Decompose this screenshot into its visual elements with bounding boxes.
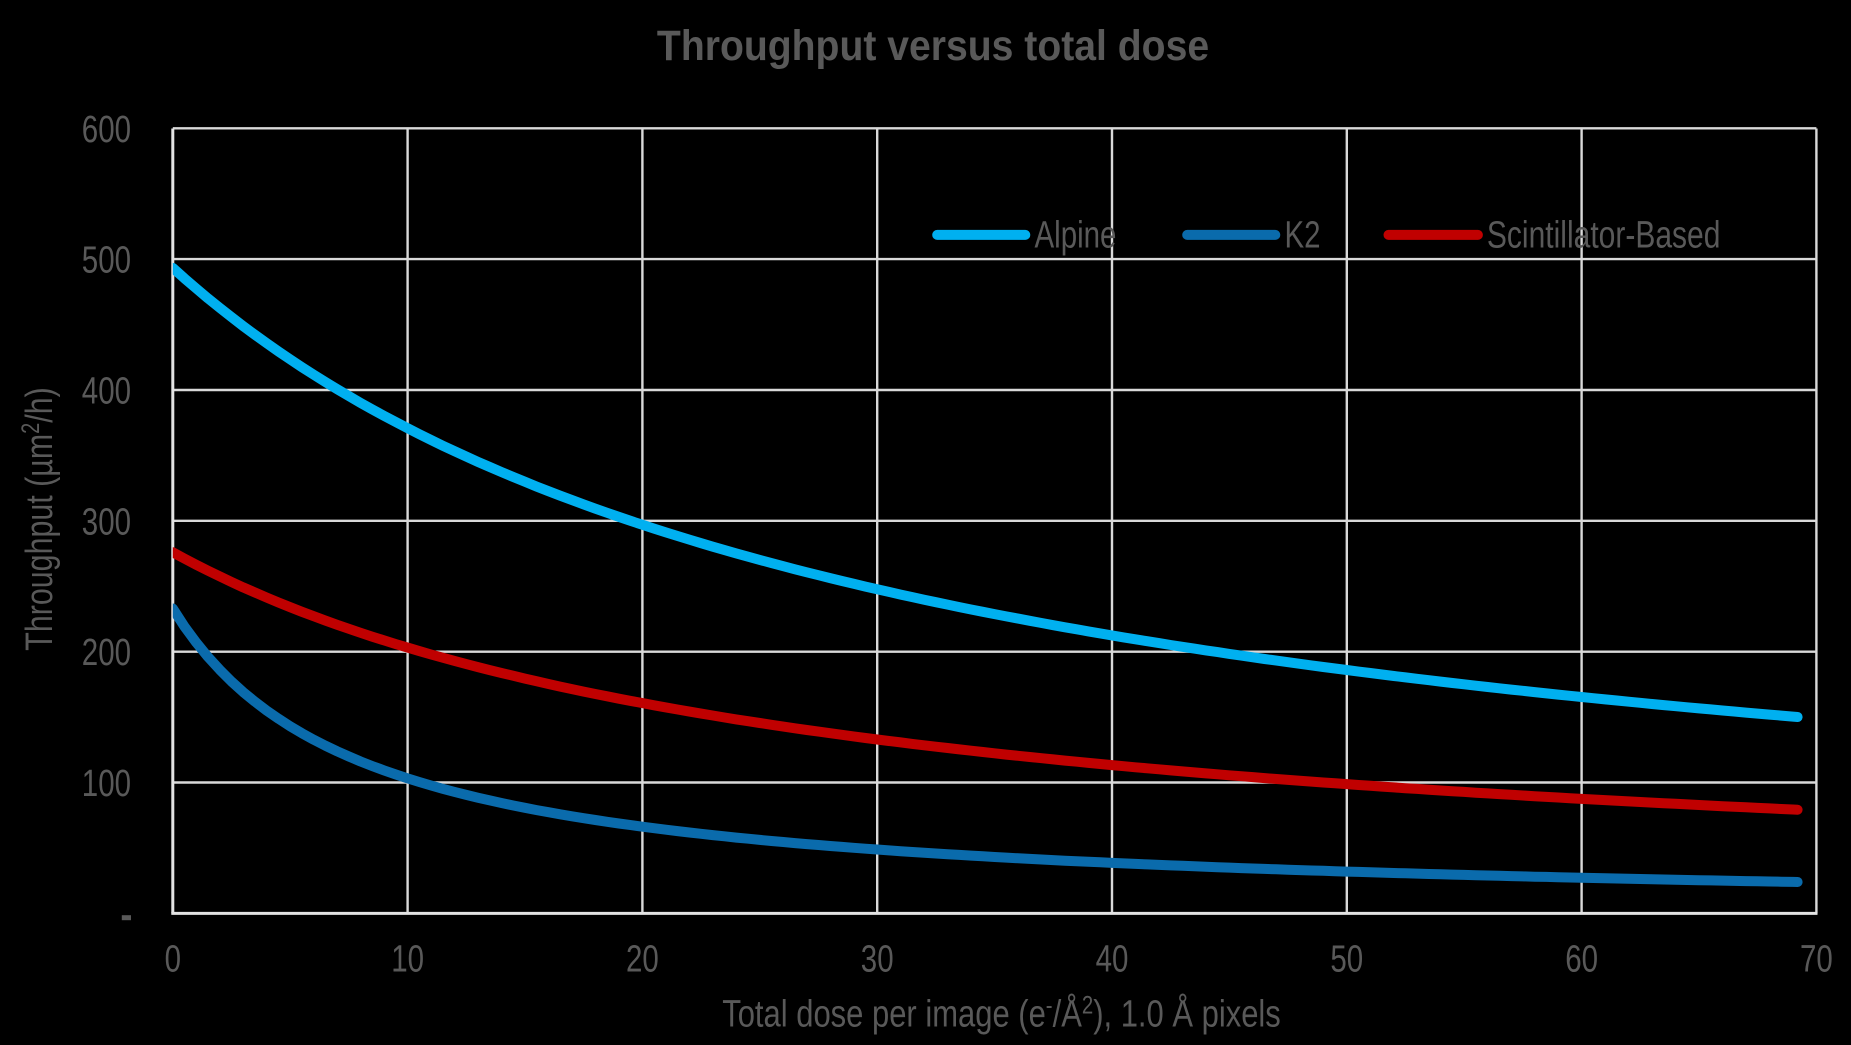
svg-text:500: 500 [82, 239, 131, 281]
svg-text:20: 20 [626, 938, 659, 980]
svg-text:0: 0 [165, 938, 181, 980]
svg-text:60: 60 [1565, 938, 1598, 980]
svg-text:400: 400 [82, 370, 131, 412]
svg-text:K2: K2 [1285, 214, 1321, 256]
svg-text:Scintillator-Based: Scintillator-Based [1487, 214, 1721, 256]
svg-text:70: 70 [1800, 938, 1833, 980]
svg-text:300: 300 [82, 501, 131, 543]
svg-text:Total dose per image (e-/Å2),: Total dose per image (e-/Å2), 1.0 Å pixe… [722, 990, 1281, 1035]
svg-text:600: 600 [82, 108, 131, 150]
svg-text:Alpine: Alpine [1035, 214, 1117, 256]
svg-text:40: 40 [1096, 938, 1129, 980]
svg-text:200: 200 [82, 632, 131, 674]
svg-text:Throughput versus total dose: Throughput versus total dose [657, 21, 1209, 69]
svg-text:100: 100 [82, 762, 131, 804]
svg-text:50: 50 [1330, 938, 1363, 980]
svg-text:10: 10 [391, 938, 424, 980]
svg-text:30: 30 [861, 938, 894, 980]
